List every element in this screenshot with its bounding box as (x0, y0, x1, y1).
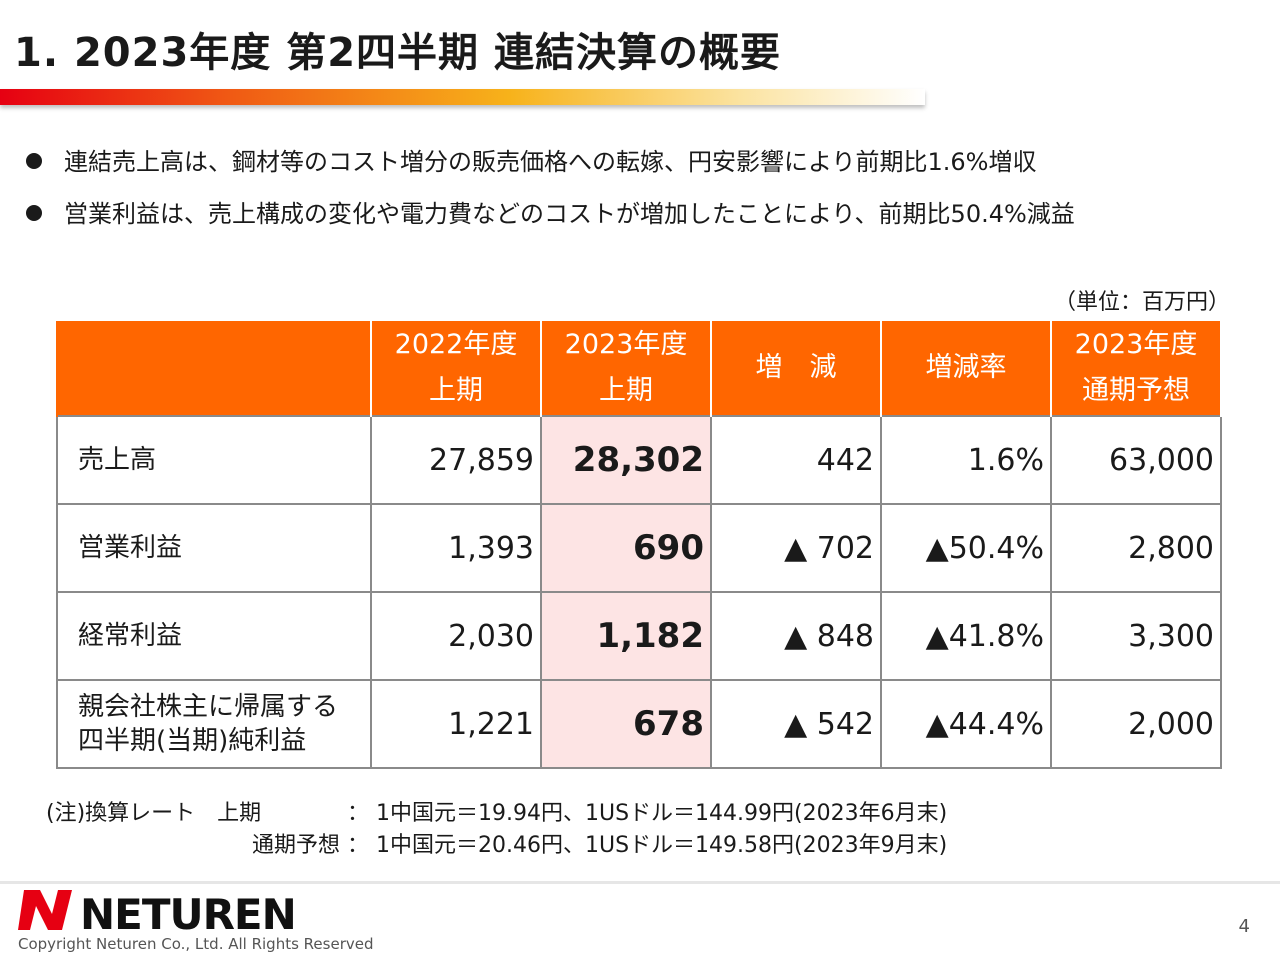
neturen-logo-icon (18, 890, 72, 930)
footer-divider (0, 881, 1280, 884)
cell-curr: 28,302 (540, 415, 712, 505)
cell-diff: ▲ 702 (710, 503, 882, 593)
cell-prev: 1,393 (370, 503, 542, 593)
bullet-item: 営業利益は、売上構成の変化や電力費などのコストが増加したことにより、前期比50.… (26, 194, 1075, 246)
note-value: 1中国元＝20.46円、1USドル＝149.58円(2023年9月末) (376, 833, 948, 858)
cell-diff: ▲ 848 (710, 591, 882, 681)
cell-diff: ▲ 542 (710, 679, 882, 769)
cell-curr: 690 (540, 503, 712, 593)
cell-rate: ▲41.8% (880, 591, 1052, 681)
header-change-rate: 増減率 (880, 321, 1052, 416)
table-row: 営業利益 1,393 690 ▲ 702 ▲50.4% 2,800 (56, 503, 1222, 593)
cell-curr: 678 (540, 679, 712, 769)
header-fy2023-forecast: 2023年度 通期予想 (1050, 321, 1222, 416)
cell-forecast: 63,000 (1050, 415, 1222, 505)
note-label: (注)換算レート 上期 (46, 801, 262, 826)
header-fy2023-h1: 2023年度 上期 (540, 321, 712, 416)
table-row: 経常利益 2,030 1,182 ▲ 848 ▲41.8% 3,300 (56, 591, 1222, 681)
page-number: 4 (1238, 916, 1250, 937)
cell-prev: 27,859 (370, 415, 542, 505)
note-value: 1中国元＝19.94円、1USドル＝144.99円(2023年6月末) (376, 801, 948, 826)
copyright: Copyright Neturen Co., Ltd. All Rights R… (18, 935, 374, 953)
bullet-item: 連結売上高は、鋼材等のコスト増分の販売価格への転嫁、円安影響により前期比1.6%… (26, 142, 1075, 194)
row-label: 売上高 (56, 415, 372, 505)
table-row: 売上高 27,859 28,302 442 1.6% 63,000 (56, 415, 1222, 505)
cell-forecast: 2,000 (1050, 679, 1222, 769)
company-logo-text: NETUREN (80, 890, 297, 939)
row-label: 親会社株主に帰属する 四半期(当期)純利益 (56, 679, 372, 769)
financial-summary-table: 2022年度 上期 2023年度 上期 増 減 増減率 2023年度 通期予想 売上高… (56, 321, 1222, 769)
row-label: 営業利益 (56, 503, 372, 593)
page-title: 1. 2023年度 第2四半期 連結決算の概要 (14, 30, 781, 76)
note-label: 通期予想 (251, 833, 340, 858)
header-empty (56, 321, 372, 416)
bullet-dot-icon (26, 153, 42, 169)
summary-bullets: 連結売上高は、鋼材等のコスト増分の販売価格への転嫁、円安影響により前期比1.6%… (26, 142, 1075, 246)
title-gradient-bar (0, 89, 925, 105)
table-row: 親会社株主に帰属する 四半期(当期)純利益 1,221 678 ▲ 542 ▲44… (56, 679, 1222, 769)
cell-diff: 442 (710, 415, 882, 505)
row-label: 経常利益 (56, 591, 372, 681)
cell-rate: ▲44.4% (880, 679, 1052, 769)
header-fy2022-h1: 2022年度 上期 (370, 321, 542, 416)
exchange-rate-note: (注)換算レート 上期： 1中国元＝19.94円、1USドル＝144.99円(20… (46, 798, 947, 862)
cell-prev: 2,030 (370, 591, 542, 681)
bullet-dot-icon (26, 205, 42, 221)
unit-label: （単位：百万円） (1053, 290, 1230, 315)
table-header-row: 2022年度 上期 2023年度 上期 増 減 増減率 2023年度 通期予想 (56, 321, 1222, 416)
header-change: 増 減 (710, 321, 882, 416)
cell-rate: 1.6% (880, 415, 1052, 505)
cell-rate: ▲50.4% (880, 503, 1052, 593)
cell-prev: 1,221 (370, 679, 542, 769)
cell-forecast: 2,800 (1050, 503, 1222, 593)
cell-curr: 1,182 (540, 591, 712, 681)
cell-forecast: 3,300 (1050, 591, 1222, 681)
